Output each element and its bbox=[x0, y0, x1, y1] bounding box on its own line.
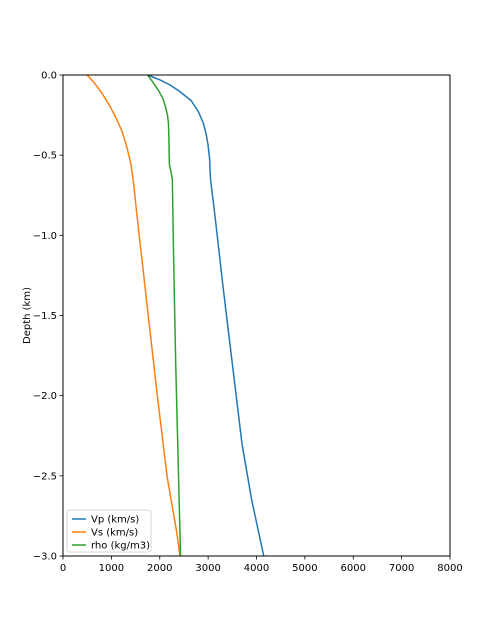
series-line-1 bbox=[147, 74, 265, 557]
legend: Vp (km/s) Vs (km/s) rho (kg/m3) bbox=[66, 509, 152, 553]
x-tick-label: 8000 bbox=[437, 563, 462, 574]
x-tick-label: 4000 bbox=[244, 563, 269, 574]
x-tick-label: 1000 bbox=[99, 563, 124, 574]
x-tick-label: 7000 bbox=[389, 563, 414, 574]
y-tick-label: −1.5 bbox=[33, 311, 57, 322]
series-line-3 bbox=[147, 74, 182, 557]
series-layer bbox=[86, 74, 265, 557]
x-axis-ticks: 0 1000 2000 3000 4000 5000 6000 7000 8000 bbox=[60, 556, 463, 574]
y-tick-label: −0.5 bbox=[33, 151, 57, 162]
y-axis-ticks: 0.0 −0.5 −1.0 −1.5 −2.0 −2.5 −3.0 bbox=[33, 71, 63, 563]
x-tick-label: 6000 bbox=[341, 563, 366, 574]
series-line-2 bbox=[86, 74, 181, 557]
y-tick-label: −2.0 bbox=[33, 391, 57, 402]
x-tick-label: 3000 bbox=[195, 563, 220, 574]
plot-frame bbox=[62, 74, 451, 557]
y-tick-label: 0.0 bbox=[41, 71, 57, 82]
legend-label-1: Vp (km/s) bbox=[91, 515, 139, 526]
legend-label-2: Vs (km/s) bbox=[91, 528, 138, 539]
legend-box bbox=[66, 509, 152, 553]
y-tick-label: −3.0 bbox=[33, 552, 57, 563]
x-tick-label: 5000 bbox=[292, 563, 317, 574]
y-tick-label: −1.0 bbox=[33, 231, 57, 242]
y-axis-label: Depth (km) bbox=[22, 287, 33, 344]
legend-label-3: rho (kg/m3) bbox=[91, 541, 150, 552]
y-tick-label: −2.5 bbox=[33, 471, 57, 482]
x-tick-label: 0 bbox=[60, 563, 66, 574]
x-tick-label: 2000 bbox=[147, 563, 172, 574]
